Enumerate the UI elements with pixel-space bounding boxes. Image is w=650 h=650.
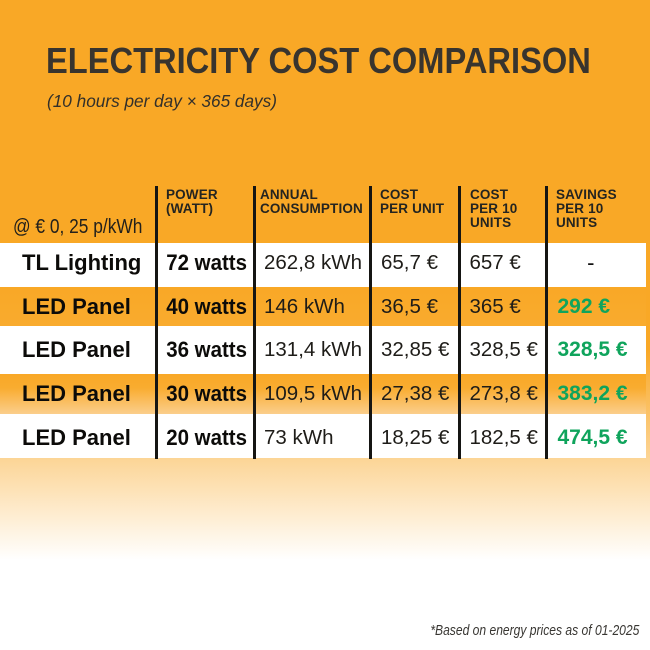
cost-per-10-cell: 328,5 € <box>469 338 538 362</box>
consumption-cell: 131,4 kWh <box>264 338 362 362</box>
cost-per-10-cell: 273,8 € <box>469 382 538 406</box>
table-row: LED Panel 20 watts 73 kWh 18,25 € 182,5 … <box>0 418 646 458</box>
consumption-cell: 146 kWh <box>264 294 345 318</box>
column-header-power: POWER (WATT) <box>166 187 218 216</box>
consumption-cell: 109,5 kWh <box>264 382 362 406</box>
rate-note: @ € 0, 25 p/kWh <box>13 216 143 238</box>
cost-per-10-cell: 365 € <box>469 294 521 318</box>
cost-per-unit-cell: 36,5 € <box>381 294 438 318</box>
power-cell: 30 watts <box>166 381 247 407</box>
savings-cell: 383,2 € <box>557 382 628 406</box>
column-divider <box>458 186 461 459</box>
cost-per-unit-cell: 65,7 € <box>381 250 438 274</box>
product-cell: TL Lighting <box>22 249 142 275</box>
consumption-cell: 262,8 kWh <box>264 250 362 274</box>
savings-cell: 474,5 € <box>557 425 628 449</box>
cost-per-unit-cell: 18,25 € <box>381 425 450 449</box>
cost-per-unit-cell: 32,85 € <box>381 338 450 362</box>
column-divider <box>154 186 158 459</box>
savings-cell: - <box>587 249 595 275</box>
product-cell: LED Panel <box>22 337 131 363</box>
table-row: LED Panel 30 watts 109,5 kWh 27,38 € 273… <box>0 374 646 414</box>
footnote: *Based on energy prices as of 01-2025 <box>429 622 639 639</box>
savings-cell: 328,5 € <box>557 338 628 362</box>
table-row: LED Panel 40 watts 146 kWh 36,5 € 365 € … <box>0 286 646 327</box>
power-cell: 40 watts <box>166 293 247 319</box>
consumption-cell: 73 kWh <box>264 425 334 449</box>
power-cell: 72 watts <box>166 249 247 275</box>
column-header-cost-per-10: COST PER 10 UNITS <box>470 187 518 230</box>
table-row: LED Panel 36 watts 131,4 kWh 32,85 € 328… <box>0 330 646 371</box>
cost-per-10-cell: 657 € <box>469 250 521 274</box>
column-divider <box>368 186 372 459</box>
cost-per-10-cell: 182,5 € <box>469 425 538 449</box>
product-cell: LED Panel <box>22 293 131 319</box>
table-row: TL Lighting 72 watts 262,8 kWh 65,7 € 65… <box>0 243 646 283</box>
product-cell: LED Panel <box>22 381 131 407</box>
product-cell: LED Panel <box>22 424 131 450</box>
column-header-savings-per-10: SAVINGS PER 10 UNITS <box>556 187 617 230</box>
page-title: ELECTRICITY COST COMPARISON <box>46 40 591 81</box>
comparison-table: TL Lighting 72 watts 262,8 kWh 65,7 € 65… <box>0 243 646 458</box>
page-subtitle: (10 hours per day × 365 days) <box>47 91 277 111</box>
column-header-consumption: ANNUAL CONSUMPTION <box>260 187 363 216</box>
power-cell: 20 watts <box>166 424 247 450</box>
power-cell: 36 watts <box>166 337 247 363</box>
column-header-cost-per-unit: COST PER UNIT <box>380 187 445 216</box>
column-divider <box>545 186 548 459</box>
column-divider <box>252 186 256 459</box>
cost-per-unit-cell: 27,38 € <box>381 382 450 406</box>
savings-cell: 292 € <box>557 294 611 318</box>
